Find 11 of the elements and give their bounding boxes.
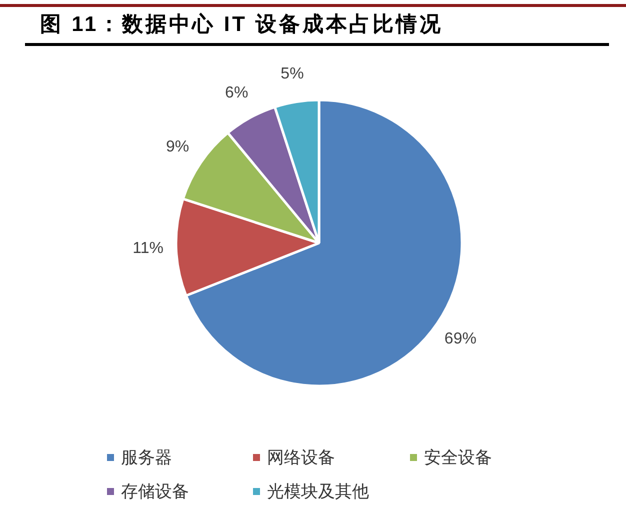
- legend-label: 网络设备: [267, 446, 335, 468]
- data-label: 5%: [280, 66, 304, 83]
- legend-label: 光模块及其他: [267, 480, 369, 502]
- legend-label: 安全设备: [424, 446, 492, 468]
- data-label: 69%: [444, 330, 476, 348]
- chart-title: 图 11：数据中心 IT 设备成本占比情况: [40, 12, 443, 38]
- data-label: 11%: [132, 240, 164, 257]
- legend-label: 存储设备: [121, 480, 189, 502]
- data-label: 9%: [166, 138, 190, 156]
- data-label: 6%: [225, 84, 248, 102]
- legend-label: 服务器: [121, 446, 172, 468]
